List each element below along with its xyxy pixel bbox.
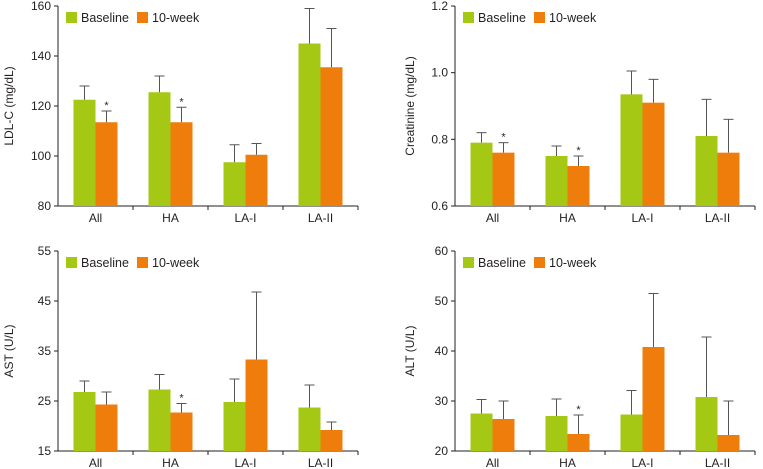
x-category-label: HA xyxy=(162,456,179,469)
x-category-label: LA-I xyxy=(631,456,653,469)
x-category-label: All xyxy=(89,456,102,469)
y-tick-label: 55 xyxy=(38,244,52,258)
significance-marker: * xyxy=(179,96,184,108)
y-tick-label: 60 xyxy=(435,244,449,258)
baseline-bar xyxy=(545,416,568,451)
baseline-bar xyxy=(695,136,718,206)
y-tick-label: 1.2 xyxy=(431,0,448,13)
legend-swatch-baseline xyxy=(463,257,474,268)
y-axis-label: ALT (U/L) xyxy=(403,326,417,377)
x-category-label: LA-II xyxy=(308,211,333,225)
baseline-bar xyxy=(470,142,493,206)
x-category-label: HA xyxy=(162,211,179,225)
10-week-bar xyxy=(717,435,740,451)
baseline-bar xyxy=(620,94,643,206)
y-tick-label: 100 xyxy=(31,149,51,163)
baseline-bar xyxy=(73,392,96,451)
10-week-bar xyxy=(245,154,268,206)
y-tick-label: 20 xyxy=(435,444,449,458)
baseline-bar xyxy=(470,413,493,451)
y-tick-label: 35 xyxy=(38,344,52,358)
legend-swatch-10-week xyxy=(534,257,545,268)
legend-label-10-week: 10-week xyxy=(549,11,597,25)
y-tick-label: 80 xyxy=(38,199,52,213)
legend-label-10-week: 10-week xyxy=(549,256,597,270)
creatinine-chart: 0.6 0.8 1.0 1.2 Creatinine (mg/dL) All HA LA-I L… xyxy=(403,0,756,225)
legend-label-baseline: Baseline xyxy=(478,256,526,270)
y-tick-label: 1.0 xyxy=(431,66,448,80)
legend-swatch-baseline xyxy=(66,12,77,23)
y-axis-label: Creatinine (mg/dL) xyxy=(403,56,417,155)
legend-label-baseline: Baseline xyxy=(478,11,526,25)
x-category-label: LA-I xyxy=(631,211,653,225)
y-tick-label: 160 xyxy=(31,0,51,13)
y-axis-label: LDL-C (mg/dL) xyxy=(2,66,16,145)
significance-marker: * xyxy=(576,145,581,157)
ldl-chart: 80 100 120 140 160 LDL-C (mg/dL) All HA LA-I LA-I… xyxy=(2,0,359,225)
significance-marker: * xyxy=(576,404,581,416)
baseline-bar xyxy=(298,407,321,451)
y-tick-label: 30 xyxy=(435,394,449,408)
y-tick-label: 25 xyxy=(38,394,52,408)
ast-chart: 15 25 35 45 55 AST (U/L) All HA LA-I LA-II * Baseli… xyxy=(2,244,359,469)
significance-marker: * xyxy=(104,100,109,112)
baseline-bar xyxy=(223,402,246,451)
10-week-bar xyxy=(642,102,665,206)
y-tick-label: 15 xyxy=(38,444,52,458)
y-axis-label: AST (U/L) xyxy=(2,324,16,377)
10-week-bar xyxy=(567,166,590,206)
x-category-label: LA-II xyxy=(705,456,730,469)
x-category-label: All xyxy=(486,211,499,225)
significance-marker: * xyxy=(501,132,506,144)
10-week-bar xyxy=(245,359,268,451)
legend-label-baseline: Baseline xyxy=(81,256,129,270)
baseline-bar xyxy=(148,92,171,206)
y-tick-label: 140 xyxy=(31,49,51,63)
10-week-bar xyxy=(95,404,118,451)
baseline-bar xyxy=(223,162,246,206)
x-category-label: LA-II xyxy=(308,456,333,469)
baseline-bar xyxy=(695,397,718,451)
alt-chart: 20 30 40 50 60 ALT (U/L) All HA LA-I LA-II * Baseli… xyxy=(403,244,756,469)
legend-label-10-week: 10-week xyxy=(152,256,200,270)
x-category-label: HA xyxy=(559,456,576,469)
10-week-bar xyxy=(95,122,118,206)
legend-swatch-10-week xyxy=(534,12,545,23)
y-tick-label: 45 xyxy=(38,294,52,308)
legend-swatch-baseline xyxy=(463,12,474,23)
baseline-bar xyxy=(73,99,96,206)
10-week-bar xyxy=(567,434,590,451)
y-tick-label: 40 xyxy=(435,344,449,358)
10-week-bar xyxy=(320,67,343,206)
y-tick-label: 120 xyxy=(31,99,51,113)
x-category-label: All xyxy=(89,211,102,225)
legend-swatch-10-week xyxy=(137,257,148,268)
baseline-bar xyxy=(545,156,568,206)
10-week-bar xyxy=(320,430,343,451)
legend-label-baseline: Baseline xyxy=(81,11,129,25)
y-tick-label: 0.6 xyxy=(431,199,448,213)
10-week-bar xyxy=(642,347,665,451)
x-category-label: LA-I xyxy=(234,211,256,225)
10-week-bar xyxy=(170,122,193,206)
x-category-label: LA-I xyxy=(234,456,256,469)
10-week-bar xyxy=(492,419,515,451)
x-category-label: LA-II xyxy=(705,211,730,225)
baseline-bar xyxy=(620,414,643,451)
legend-swatch-baseline xyxy=(66,257,77,268)
10-week-bar xyxy=(717,152,740,206)
y-tick-label: 0.8 xyxy=(431,132,448,146)
baseline-bar xyxy=(148,389,171,451)
significance-marker: * xyxy=(179,393,184,405)
legend-label-10-week: 10-week xyxy=(152,11,200,25)
10-week-bar xyxy=(492,152,515,206)
legend-swatch-10-week xyxy=(137,12,148,23)
x-category-label: HA xyxy=(559,211,576,225)
10-week-bar xyxy=(170,412,193,451)
x-category-label: All xyxy=(486,456,499,469)
baseline-bar xyxy=(298,43,321,206)
y-tick-label: 50 xyxy=(435,294,449,308)
